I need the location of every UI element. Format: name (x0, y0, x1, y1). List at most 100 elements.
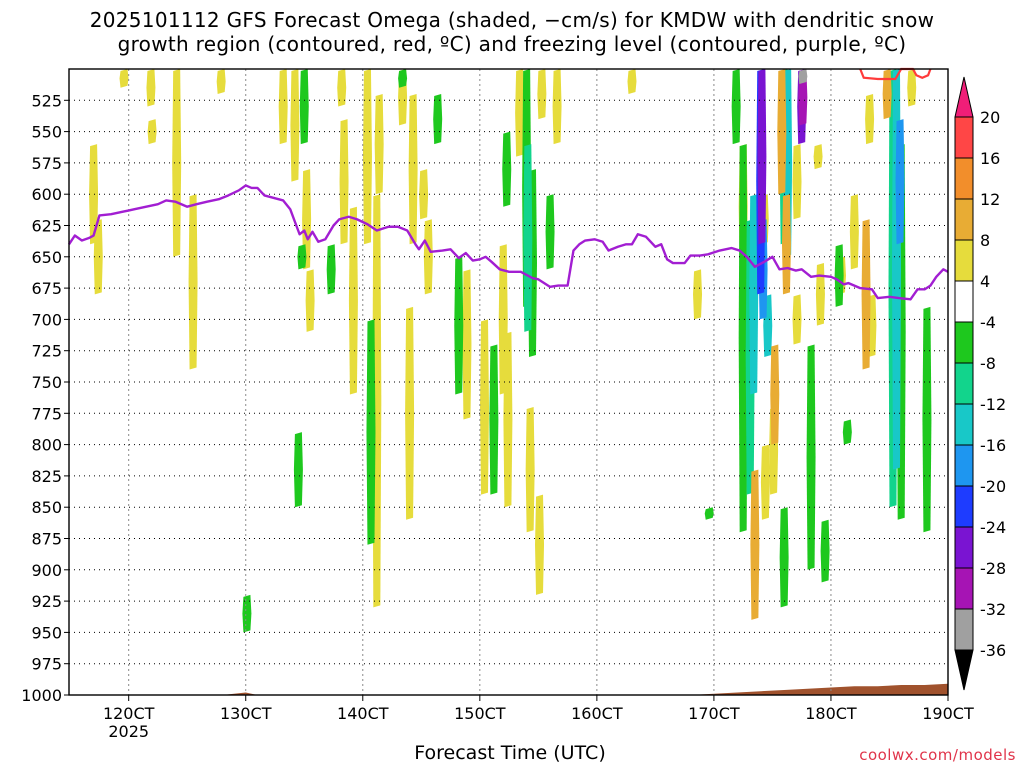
y-tick-label: 725 (31, 342, 62, 361)
omega-patch (408, 94, 418, 245)
x-tick-label: 180CT (805, 704, 857, 723)
legend-level-label: 20 (980, 108, 1000, 127)
omega-patch (523, 144, 533, 332)
omega-patch (922, 306, 932, 533)
y-tick-label: 600 (31, 185, 62, 204)
omega-patch (93, 219, 103, 295)
legend-arrow-top (954, 76, 974, 118)
omega-patch (731, 69, 741, 145)
legend-arrow-bottom (954, 649, 974, 691)
omega-patch (861, 219, 871, 370)
omega-patch (89, 144, 99, 245)
omega-patch (545, 194, 555, 270)
omega-patch (419, 169, 429, 220)
legend-level-label: 4 (980, 272, 990, 291)
omega-patch (815, 263, 825, 326)
x-tick-label: 140CT (337, 704, 389, 723)
omega-patch (806, 344, 816, 570)
omega-patch (503, 331, 513, 508)
legend-swatch (954, 485, 974, 528)
omega-shading (69, 69, 948, 695)
legend-level-label: -20 (980, 477, 1006, 496)
color-legend: 20 16 12 8 4 -4 -8 -12 -16 -20 -24 -28 -32 -36 (954, 76, 1006, 691)
legend-swatch (954, 362, 974, 405)
omega-patch (242, 594, 252, 633)
omega-patch (119, 69, 129, 88)
y-tick-label: 750 (31, 373, 62, 392)
x-tick-label: 170CT (688, 704, 740, 723)
omega-patch (895, 119, 905, 245)
omega-patch (398, 69, 408, 88)
legend-level-label: -32 (980, 600, 1006, 619)
legend-level-label: -4 (980, 313, 996, 332)
omega-patch (849, 194, 859, 270)
y-tick-label: 550 (31, 123, 62, 142)
omega-patch (834, 244, 844, 307)
credit-link[interactable]: coolwx.com/models (859, 746, 1016, 764)
omega-patch (188, 194, 198, 370)
omega-patch (216, 69, 226, 95)
y-tick-label: 700 (31, 310, 62, 329)
omega-patch (627, 69, 637, 95)
omega-patch (502, 131, 512, 207)
omega-patch (813, 144, 823, 170)
x-tick-label: 190CT (922, 704, 974, 723)
legend-level-label: -16 (980, 436, 1006, 455)
y-tick-label: 1000 (21, 686, 62, 705)
legend-swatch (954, 403, 974, 446)
legend-level-label: -24 (980, 518, 1006, 537)
omega-patch (348, 206, 358, 395)
omega-patch (146, 69, 156, 107)
omega-patch (362, 69, 372, 245)
y-tick-label: 800 (31, 436, 62, 455)
omega-patch (749, 194, 759, 395)
omega-patch (907, 69, 917, 107)
y-axis: 525 550 575 600 625 650 675 700 725 750 775 800 825 8… (21, 91, 69, 705)
chart-title-line-2: growth region (contoured, red, ºC) and f… (117, 32, 907, 56)
legend-level-label: -28 (980, 559, 1006, 578)
omega-patch (842, 419, 852, 445)
x-tick-label: 130CT (220, 704, 272, 723)
omega-patch (781, 194, 791, 295)
legend-swatch (954, 526, 974, 569)
legend-level-label: -12 (980, 395, 1006, 414)
omega-patch (525, 407, 535, 533)
x-tick-label: 160CT (571, 704, 623, 723)
omega-patch (339, 119, 349, 245)
x-tick-label: 120CT (103, 704, 155, 723)
y-tick-label: 650 (31, 248, 62, 267)
y-tick-label: 625 (31, 217, 62, 236)
omega-patch (792, 294, 802, 345)
omega-patch (779, 507, 789, 608)
surface-terrain (69, 683, 948, 695)
omega-patch (337, 69, 347, 107)
omega-patch (760, 444, 770, 520)
omega-patch (462, 269, 472, 420)
legend-level-label: -36 (980, 641, 1006, 660)
omega-patch (865, 94, 875, 145)
y-tick-label: 950 (31, 623, 62, 642)
x-tick-label: 150CT (454, 704, 506, 723)
omega-patch (278, 69, 288, 145)
legend-swatch (954, 280, 974, 323)
omega-patch (290, 69, 300, 182)
legend-level-label: 8 (980, 231, 990, 250)
y-tick-label: 975 (31, 655, 62, 674)
y-tick-label: 825 (31, 467, 62, 486)
omega-patch (293, 432, 303, 508)
omega-patch (537, 69, 547, 120)
chart-title-line-1: 2025101112 GFS Forecast Omega (shaded, −… (89, 8, 935, 32)
omega-patch (305, 269, 315, 332)
omega-patch (770, 344, 780, 445)
y-tick-label: 850 (31, 498, 62, 517)
omega-patch (820, 519, 830, 583)
y-tick-label: 775 (31, 404, 62, 423)
x-axis-label: Forecast Time (UTC) (414, 742, 606, 764)
omega-patch (515, 69, 525, 157)
omega-patch (480, 319, 490, 495)
omega-patch (423, 219, 433, 295)
legend-swatch (954, 567, 974, 610)
freezing-level-line (68, 184, 949, 301)
omega-patch (299, 69, 309, 145)
